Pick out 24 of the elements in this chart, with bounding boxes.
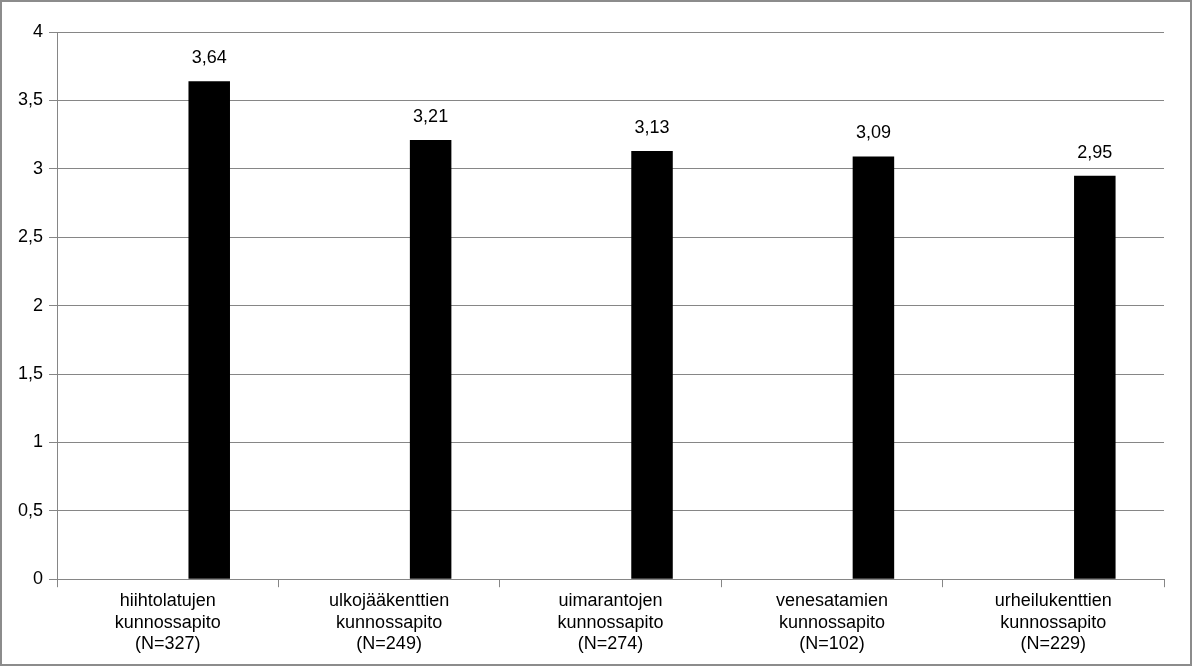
x-tick-label: venesatamien kunnossapito (N=102) xyxy=(775,589,888,654)
y-tick-label: 3,5 xyxy=(17,89,44,110)
x-tick-label: hiihtolatujen kunnossapito (N=327) xyxy=(114,589,221,654)
data-label: 3,21 xyxy=(413,106,449,127)
bar xyxy=(1074,175,1116,579)
data-label: 3,64 xyxy=(191,47,227,68)
y-tick-label: 4 xyxy=(33,20,44,41)
y-tick-label: 1,5 xyxy=(17,362,44,383)
bar xyxy=(852,156,895,579)
y-tick-label: 3 xyxy=(33,157,44,178)
x-tick-label: urheilukenttien kunnossapito (N=229) xyxy=(994,589,1112,654)
y-tick-label: 0,5 xyxy=(17,499,44,520)
x-tick-label: ulkojääkenttien kunnossapito (N=249) xyxy=(329,589,450,654)
data-label: 3,13 xyxy=(634,116,670,137)
y-tick-label: 0 xyxy=(33,568,44,589)
y-tick-label: 2,5 xyxy=(17,226,44,247)
bar xyxy=(409,140,452,579)
bar xyxy=(631,151,673,579)
bar xyxy=(188,81,230,579)
x-tick-label: uimarantojen kunnossapito (N=274) xyxy=(557,589,664,654)
y-tick-label: 2 xyxy=(33,294,44,315)
data-label: 2,95 xyxy=(1077,141,1113,162)
y-tick-label: 1 xyxy=(33,431,44,452)
data-label: 3,09 xyxy=(855,122,891,143)
